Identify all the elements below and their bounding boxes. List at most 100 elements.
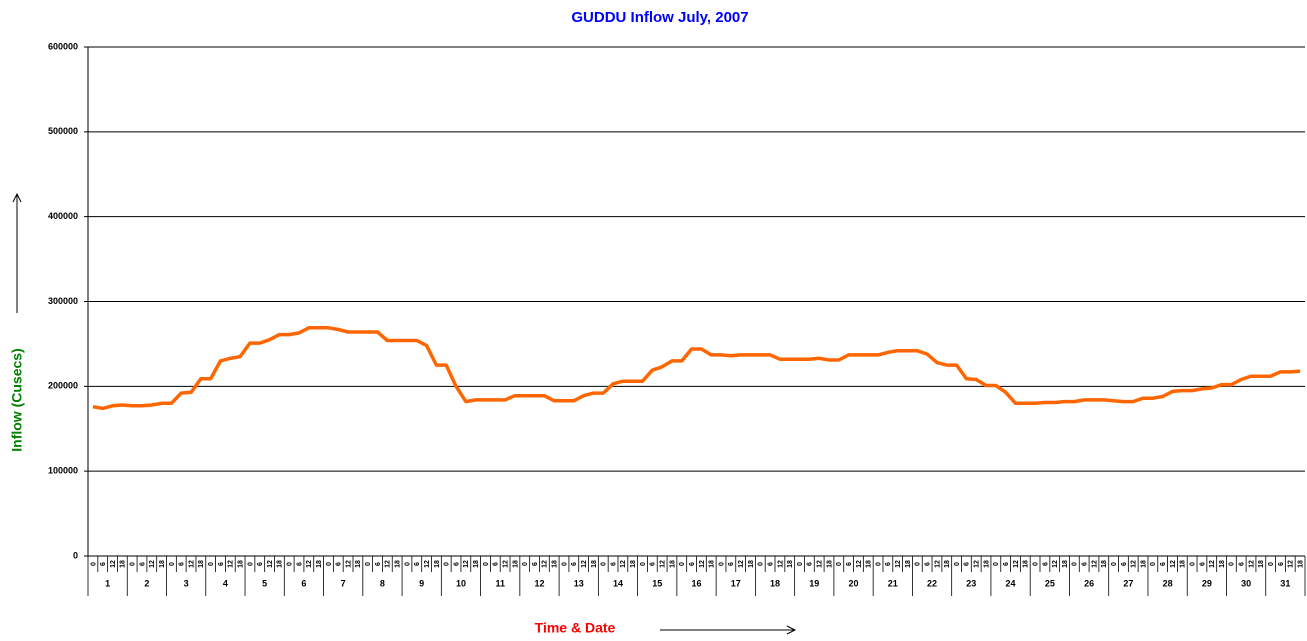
x-tick-label: 12 [306, 560, 313, 568]
x-tick-label: 0 [797, 562, 804, 566]
x-tick-label: 12 [424, 560, 431, 568]
x-tick-label: 0 [718, 562, 725, 566]
y-tick-label: 100000 [48, 466, 78, 476]
x-group-label: 23 [966, 578, 976, 588]
x-group-label: 13 [574, 578, 584, 588]
x-arrow [660, 625, 797, 635]
x-tick-label: 6 [375, 562, 382, 566]
x-tick-label: 12 [934, 560, 941, 568]
x-tick-label: 6 [1278, 562, 1285, 566]
x-tick-label: 12 [895, 560, 902, 568]
x-tick-label: 18 [512, 560, 519, 568]
x-group-label: 4 [223, 578, 228, 588]
x-tick-label: 0 [522, 562, 529, 566]
x-tick-label: 12 [502, 560, 509, 568]
x-group-label: 12 [534, 578, 544, 588]
x-tick-label: 12 [542, 560, 549, 568]
x-tick-label: 0 [483, 562, 490, 566]
x-tick-label: 18 [787, 560, 794, 568]
x-group-label: 22 [927, 578, 937, 588]
x-group-label: 11 [495, 578, 505, 588]
x-group-label: 27 [1123, 578, 1133, 588]
x-tick-label: 0 [1189, 562, 1196, 566]
x-tick-label: 12 [1052, 560, 1059, 568]
x-tick-label: 18 [355, 560, 362, 568]
x-tick-label: 6 [453, 562, 460, 566]
x-tick-label: 6 [728, 562, 735, 566]
x-tick-label: 18 [434, 560, 441, 568]
x-tick-label: 6 [571, 562, 578, 566]
x-group-label: 8 [380, 578, 385, 588]
x-tick-label: 6 [610, 562, 617, 566]
x-tick-label: 18 [591, 560, 598, 568]
x-group-label: 21 [888, 578, 898, 588]
x-group-label: 15 [652, 578, 662, 588]
x-tick-label: 0 [90, 562, 97, 566]
x-group-label: 18 [770, 578, 780, 588]
x-tick-label: 12 [385, 560, 392, 568]
x-group-label: 14 [613, 578, 623, 588]
x-tick-label: 6 [414, 562, 421, 566]
x-tick-label: 0 [208, 562, 215, 566]
x-tick-label: 12 [1091, 560, 1098, 568]
x-group-label: 24 [1006, 578, 1016, 588]
x-tick-label: 0 [954, 562, 961, 566]
x-tick-label: 6 [1003, 562, 1010, 566]
x-tick-label: 0 [1072, 562, 1079, 566]
x-tick-label: 0 [287, 562, 294, 566]
x-tick-label: 6 [296, 562, 303, 566]
x-tick-label: 18 [1101, 560, 1108, 568]
x-tick-label: 12 [699, 560, 706, 568]
x-tick-label: 12 [856, 560, 863, 568]
x-group-label: 29 [1202, 578, 1212, 588]
x-tick-label: 18 [748, 560, 755, 568]
x-tick-label: 0 [169, 562, 176, 566]
x-tick-label: 0 [915, 562, 922, 566]
x-group-label: 28 [1163, 578, 1173, 588]
y-tick-label: 200000 [48, 381, 78, 391]
x-tick-label: 0 [601, 562, 608, 566]
x-tick-label: 18 [1140, 560, 1147, 568]
y-tick-label: 500000 [48, 126, 78, 136]
chart-title: GUDDU Inflow July, 2007 [571, 9, 748, 26]
x-tick-label: 18 [983, 560, 990, 568]
x-tick-label: 18 [552, 560, 559, 568]
x-tick-label: 18 [944, 560, 951, 568]
x-tick-label: 6 [257, 562, 264, 566]
x-tick-label: 12 [620, 560, 627, 568]
x-tick-label: 0 [444, 562, 451, 566]
x-tick-label: 0 [1111, 562, 1118, 566]
y-tick-label: 0 [73, 550, 78, 560]
x-tick-label: 18 [237, 560, 244, 568]
x-group-label: 6 [301, 578, 306, 588]
x-tick-label: 6 [139, 562, 146, 566]
x-tick-label: 18 [1219, 560, 1226, 568]
line-series [92, 326, 1301, 411]
x-tick-label: 18 [316, 560, 323, 568]
x-tick-label: 6 [650, 562, 657, 566]
x-group-label: 9 [419, 578, 424, 588]
x-tick-label: 6 [767, 562, 774, 566]
x-axis-label: Time & Date [535, 620, 616, 636]
y-axis-label: Inflow (Cusecs) [9, 348, 25, 451]
y-tick-label: 400000 [48, 211, 78, 221]
x-tick-label: 6 [532, 562, 539, 566]
x-group-label: 20 [849, 578, 859, 588]
x-tick-label: 18 [709, 560, 716, 568]
x-tick-label: 18 [826, 560, 833, 568]
x-tick-label: 12 [1131, 560, 1138, 568]
x-tick-label: 0 [679, 562, 686, 566]
x-group-label: 25 [1045, 578, 1055, 588]
x-tick-label: 0 [1268, 562, 1275, 566]
x-group-label: 31 [1280, 578, 1290, 588]
x-group-label: 1 [105, 578, 110, 588]
x-tick-label: 12 [228, 560, 235, 568]
x-tick-label: 18 [277, 560, 284, 568]
x-tick-label: 18 [630, 560, 637, 568]
x-tick-label: 18 [1258, 560, 1265, 568]
x-tick-label: 0 [836, 562, 843, 566]
y-arrow [12, 192, 22, 313]
x-tick-label: 18 [120, 560, 127, 568]
x-tick-label: 12 [345, 560, 352, 568]
x-tick-label: 0 [875, 562, 882, 566]
